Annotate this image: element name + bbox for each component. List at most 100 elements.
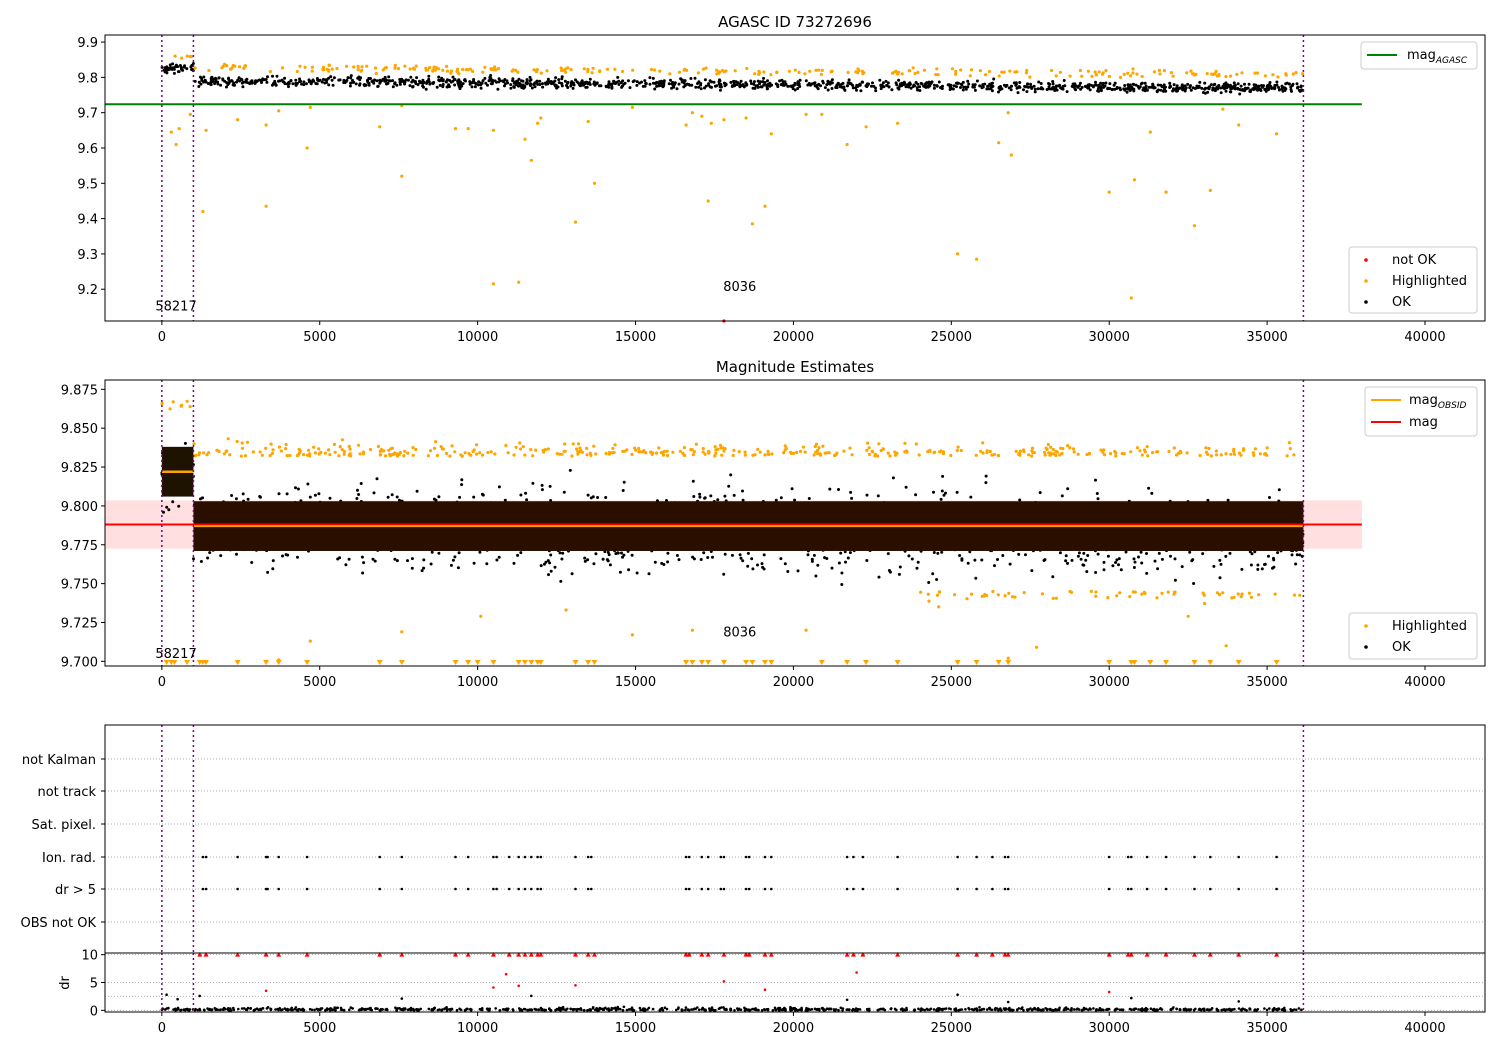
ok-point: [548, 484, 552, 488]
dr-point: [329, 1007, 332, 1010]
highlighted-point: [1166, 590, 1170, 594]
highlighted-point: [1000, 70, 1004, 74]
clipped-marker: [844, 660, 851, 665]
ok-point: [211, 79, 215, 83]
dr-point: [641, 1008, 644, 1012]
ok-point: [219, 554, 223, 558]
ok-point: [1224, 81, 1228, 85]
highlighted-point: [201, 209, 205, 214]
ok-point: [814, 574, 818, 578]
ok-point: [512, 85, 516, 89]
ok-point: [1206, 90, 1210, 94]
highlighted-point: [1240, 592, 1244, 596]
ok-point: [635, 80, 639, 84]
ok-point: [302, 80, 306, 84]
highlighted-point: [665, 453, 670, 458]
ok-point: [1002, 83, 1006, 87]
highlighted-point: [1135, 446, 1140, 450]
ok-point: [617, 83, 621, 86]
highlighted-point: [1174, 453, 1179, 457]
flag-marker: [590, 887, 593, 891]
ok-point: [754, 84, 758, 88]
highlighted-point: [1171, 74, 1175, 78]
highlighted-point: [753, 72, 757, 76]
ok-point: [1058, 551, 1062, 555]
flag-marker: [523, 887, 527, 891]
ok-point: [993, 564, 996, 568]
dr-point: [751, 1007, 754, 1011]
ok-point: [283, 76, 287, 80]
ok-point: [858, 83, 862, 87]
ok-point: [886, 81, 890, 85]
ok-point: [502, 80, 505, 84]
flag-marker: [845, 855, 849, 859]
ok-point: [479, 86, 483, 90]
ok-point: [1175, 89, 1179, 93]
highlighted-point: [358, 452, 362, 456]
y-tick-label: 9.7: [77, 107, 98, 122]
dr-point: [252, 1008, 256, 1012]
ok-point: [327, 83, 331, 87]
ok-point: [221, 78, 225, 82]
highlighted-point: [174, 142, 178, 147]
highlighted-point: [185, 54, 189, 58]
ok-point: [749, 79, 753, 83]
ok-point: [776, 83, 780, 87]
dr-point: [926, 1008, 929, 1011]
highlighted-point: [268, 70, 272, 74]
highlighted-point: [406, 451, 410, 455]
ok-point: [398, 80, 402, 84]
ok-point: [752, 82, 756, 86]
highlighted-point: [368, 447, 373, 452]
highlighted-point: [1099, 448, 1103, 452]
dr-not-ok-point: [574, 984, 577, 987]
highlighted-point: [308, 105, 312, 109]
dr-point: [876, 1008, 880, 1012]
highlighted-point: [546, 447, 550, 451]
highlighted-point: [1104, 68, 1108, 73]
ok-point: [410, 566, 414, 570]
ok-point: [250, 79, 254, 83]
dr-not-ok-point: [1107, 990, 1111, 994]
dr-point: [316, 1008, 320, 1012]
ok-point: [234, 497, 238, 501]
flag-marker: [747, 887, 751, 891]
dr-point: [949, 1007, 952, 1011]
ok-point: [562, 490, 566, 494]
ok-point: [1260, 567, 1264, 571]
highlighted-point: [1192, 73, 1197, 77]
dr-point: [779, 1008, 782, 1012]
ok-point: [959, 86, 962, 89]
ok-point: [898, 565, 902, 569]
flag-marker: [1275, 887, 1278, 891]
dr-axis-label: dr: [58, 976, 73, 990]
ok-point: [848, 551, 852, 555]
highlighted-point: [751, 453, 755, 457]
ok-point: [435, 85, 439, 89]
ok-point: [1051, 80, 1055, 83]
dr-point: [920, 1007, 923, 1010]
dr-point: [348, 1008, 351, 1012]
ok-point: [214, 80, 218, 84]
highlighted-point: [922, 68, 927, 72]
ok-point: [717, 82, 721, 86]
ok-point: [1270, 87, 1274, 90]
highlighted-point: [564, 608, 568, 612]
ok-point: [277, 492, 281, 496]
ok-point: [1030, 569, 1034, 573]
flag-marker: [1193, 855, 1196, 859]
highlighted-point: [1253, 447, 1257, 451]
ok-point: [745, 83, 749, 87]
ok-point: [1246, 86, 1250, 90]
dr-point: [511, 1008, 515, 1011]
clipped-marker: [1207, 660, 1214, 665]
highlighted-point: [1003, 594, 1007, 598]
dr-point: [690, 1008, 693, 1011]
ok-point: [525, 78, 529, 82]
highlighted-point: [953, 593, 957, 597]
dr-point: [1158, 1007, 1162, 1011]
dr-point: [221, 1008, 224, 1011]
highlighted-point: [856, 67, 860, 71]
ok-point: [823, 86, 827, 90]
dr-point: [632, 1009, 636, 1012]
